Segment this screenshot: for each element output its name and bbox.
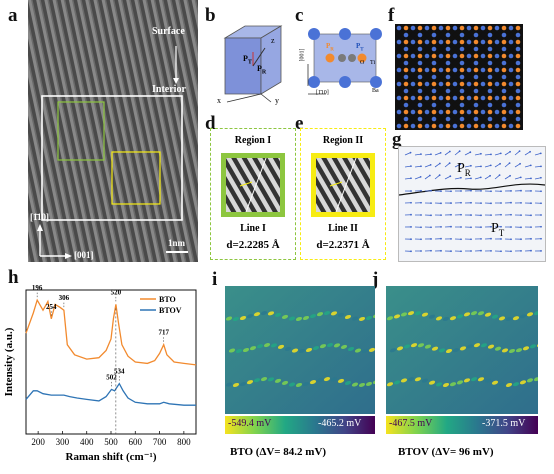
b-pr-label: PR bbox=[257, 64, 266, 76]
peak-label-520: 520 bbox=[111, 288, 122, 296]
b-y-axis: y bbox=[275, 96, 279, 105]
lattice-image bbox=[395, 24, 523, 130]
b-z-axis: z bbox=[271, 36, 275, 45]
panel-label-f: f bbox=[388, 6, 394, 25]
legend-entry-btov: BTOV bbox=[159, 306, 182, 315]
panel-j-potential-map bbox=[386, 286, 538, 414]
c-pt-label: PT bbox=[356, 42, 364, 52]
c-o-label: O bbox=[360, 60, 364, 66]
c-pr-label: PR bbox=[326, 42, 334, 52]
peak-label-196: 196 bbox=[32, 284, 43, 292]
g-pt-label: PT bbox=[491, 221, 504, 238]
panel-a-tem: Surface Interior [1̄10] [001] 1nm bbox=[28, 0, 198, 262]
e-region-title: Region II bbox=[301, 135, 385, 146]
c-ti-label: Ti bbox=[370, 60, 375, 66]
direction-001-label: [001] bbox=[74, 250, 94, 260]
panel-label-i: i bbox=[212, 270, 217, 289]
series-line-btov bbox=[26, 384, 196, 406]
b-x-axis: x bbox=[217, 96, 221, 105]
panel-label-b: b bbox=[205, 6, 216, 25]
i-caption: BTO (ΔV= 84.2 mV) bbox=[230, 446, 326, 458]
e-spacing-value: d=2.2371 Å bbox=[301, 239, 385, 251]
panel-g-vector-map: PR PT bbox=[398, 146, 546, 262]
x-tick-label: 700 bbox=[153, 437, 167, 447]
peak-label-254: 254 bbox=[46, 303, 57, 311]
g-pr-label: PR bbox=[457, 161, 471, 178]
e-fringe-image bbox=[311, 153, 375, 217]
x-tick-label: 500 bbox=[104, 437, 118, 447]
peak-label-306: 306 bbox=[59, 294, 70, 302]
j-colorbar-min: -467.5 mV bbox=[389, 418, 432, 429]
interior-label: Interior bbox=[152, 84, 186, 95]
panel-e-region-2: Region II Line II d=2.2371 Å bbox=[300, 128, 386, 260]
x-tick-label: 600 bbox=[129, 437, 143, 447]
y-axis-label: Intensity (a.u.) bbox=[3, 327, 15, 396]
direction-110-label: [1̄10] bbox=[30, 212, 49, 222]
x-tick-label: 200 bbox=[31, 437, 45, 447]
d-fringe-image bbox=[221, 153, 285, 217]
panel-i-potential-map bbox=[225, 286, 375, 414]
scale-bar-label: 1nm bbox=[168, 238, 185, 248]
c-ba-label: Ba bbox=[372, 88, 379, 94]
x-tick-label: 800 bbox=[177, 437, 191, 447]
j-colorbar-max: -371.5 mV bbox=[482, 418, 525, 429]
x-tick-label: 400 bbox=[80, 437, 94, 447]
panel-c-unit-cell: [001] [1̄10] PR PT O Ti Ba bbox=[300, 20, 384, 104]
legend-entry-bto: BTO bbox=[159, 295, 176, 304]
tem-image bbox=[28, 0, 198, 262]
i-colorbar-max: -465.2 mV bbox=[318, 418, 361, 429]
c-001-dir: [001] bbox=[300, 49, 306, 62]
j-caption: BTOV (ΔV= 96 mV) bbox=[398, 446, 494, 458]
panel-label-a: a bbox=[8, 6, 18, 25]
c-110-dir: [1̄10] bbox=[316, 90, 329, 96]
panel-f-lattice bbox=[395, 24, 523, 130]
i-colorbar-min: -549.4 mV bbox=[228, 418, 271, 429]
d-region-title: Region I bbox=[211, 135, 295, 146]
polarization-vectors bbox=[399, 147, 545, 261]
panel-b-cube: PT PR x y z bbox=[215, 18, 293, 108]
b-pt-label: PT bbox=[243, 54, 252, 66]
surface-label: Surface bbox=[152, 26, 185, 37]
x-axis-label: Raman shift (cm⁻¹) bbox=[66, 451, 157, 463]
d-line-label: Line I bbox=[211, 223, 295, 234]
peak-label-717: 717 bbox=[158, 329, 169, 337]
d-spacing-value: d=2.2285 Å bbox=[211, 239, 295, 251]
panel-d-region-1: Region I Line I d=2.2285 Å bbox=[210, 128, 296, 260]
e-line-label: Line II bbox=[301, 223, 385, 234]
x-tick-label: 300 bbox=[56, 437, 70, 447]
